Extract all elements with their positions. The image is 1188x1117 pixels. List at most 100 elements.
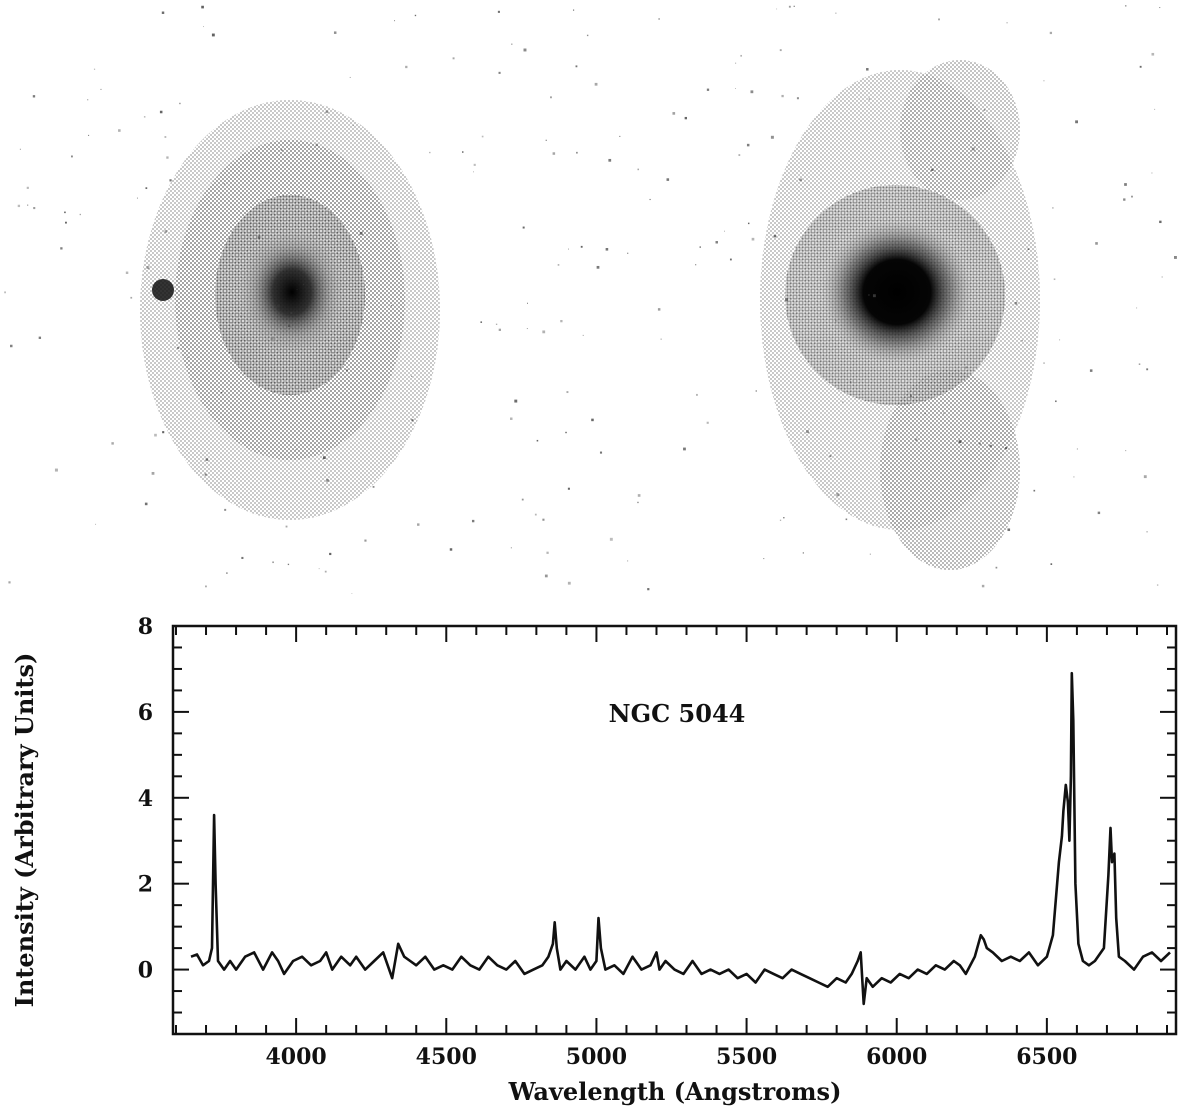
noise-speck — [1123, 198, 1126, 201]
noise-speck — [868, 294, 870, 296]
noise-speck — [872, 294, 876, 298]
noise-speck — [364, 539, 367, 542]
noise-speck — [1124, 183, 1127, 186]
noise-speck — [60, 247, 63, 250]
x-tick-label: 4500 — [416, 1044, 477, 1070]
noise-speck — [394, 20, 396, 22]
noise-speck — [568, 248, 569, 250]
x-tick-label: 6500 — [1016, 1044, 1077, 1070]
noise-speck — [164, 230, 168, 233]
noise-speck — [145, 187, 148, 190]
noise-speck — [755, 390, 757, 392]
noise-speck — [449, 548, 453, 551]
noise-speck — [683, 447, 686, 451]
noise-speck — [936, 84, 939, 86]
noise-speck — [497, 10, 500, 13]
noise-speck — [414, 14, 417, 17]
x-tick-label: 5000 — [566, 1044, 627, 1070]
noise-speck — [802, 552, 804, 554]
noise-speck — [965, 366, 968, 369]
noise-speck — [223, 183, 225, 185]
noise-speck — [649, 198, 651, 201]
x-tick-label: 5500 — [716, 1044, 777, 1070]
noise-speck — [842, 401, 844, 403]
noise-speck — [87, 99, 89, 101]
noise-speck — [151, 471, 155, 475]
noise-speck — [542, 518, 545, 521]
noise-speck — [521, 498, 524, 501]
noise-speck — [473, 171, 474, 173]
noise-speck — [619, 135, 621, 137]
noise-speck — [70, 155, 73, 158]
noise-speck — [672, 112, 676, 115]
noise-speck — [984, 358, 986, 360]
noise-speck — [594, 82, 598, 86]
noise-speck — [318, 568, 320, 570]
noise-speck — [1151, 52, 1155, 56]
noise-speck — [1005, 447, 1008, 450]
noise-speck — [187, 356, 189, 358]
noise-speck — [351, 593, 353, 594]
noise-speck — [586, 34, 589, 37]
galaxy-images — [4, 5, 1177, 594]
noise-speck — [1007, 528, 1011, 532]
noise-speck — [303, 283, 305, 285]
noise-speck — [522, 226, 525, 229]
noise-speck — [411, 375, 413, 377]
noise-speck — [609, 537, 613, 541]
noise-speck — [958, 440, 962, 444]
noise-speck — [1059, 339, 1061, 341]
noise-speck — [473, 163, 476, 166]
noise-speck — [567, 581, 571, 585]
x-tick-label: 6000 — [866, 1044, 927, 1070]
noise-speck — [793, 5, 795, 7]
noise-speck — [161, 11, 165, 14]
y-axis: 0 2 4 6 8 — [138, 614, 1176, 1035]
noise-speck — [159, 110, 163, 114]
noise-speck — [1154, 108, 1156, 110]
noise-speck — [544, 574, 548, 578]
noise-speck — [143, 116, 146, 118]
noise-speck — [715, 241, 718, 244]
noise-speck — [329, 552, 332, 556]
noise-speck — [560, 319, 563, 323]
noise-speck — [781, 94, 784, 98]
x-axis: 4000 4500 5000 5500 6000 6500 — [175, 626, 1168, 1070]
noise-speck — [785, 298, 788, 302]
noise-speck — [910, 395, 912, 398]
noise-speck — [1151, 172, 1153, 174]
noise-speck — [1052, 207, 1054, 209]
noise-speck — [1033, 489, 1036, 492]
noise-speck — [1073, 476, 1075, 478]
noise-speck — [169, 179, 172, 182]
noise-speck — [845, 518, 848, 521]
noise-speck — [770, 135, 774, 139]
noise-speck — [19, 148, 21, 150]
noise-speck — [79, 213, 81, 216]
noise-speck — [100, 88, 102, 90]
noise-speck — [324, 570, 327, 573]
noise-speck — [87, 134, 90, 136]
noise-speck — [95, 523, 97, 525]
noise-speck — [572, 9, 575, 11]
noise-speck — [510, 417, 513, 420]
noise-speck — [461, 151, 464, 153]
noise-speck — [203, 26, 205, 28]
noise-speck — [763, 558, 765, 560]
noise-speck — [32, 95, 36, 98]
noise-speck — [296, 288, 298, 290]
noise-speck — [26, 186, 29, 189]
noise-speck — [835, 12, 837, 14]
noise-speck — [290, 311, 293, 314]
noise-speck — [1076, 448, 1078, 450]
noise-speck — [575, 65, 578, 68]
noise-speck — [325, 110, 329, 114]
noise-speck — [751, 237, 755, 241]
noise-speck — [773, 234, 777, 238]
noise-speck — [1125, 450, 1127, 452]
noise-speck — [567, 487, 570, 490]
noise-speck — [546, 551, 549, 554]
noise-speck — [315, 143, 319, 147]
noise-speck — [637, 501, 639, 504]
